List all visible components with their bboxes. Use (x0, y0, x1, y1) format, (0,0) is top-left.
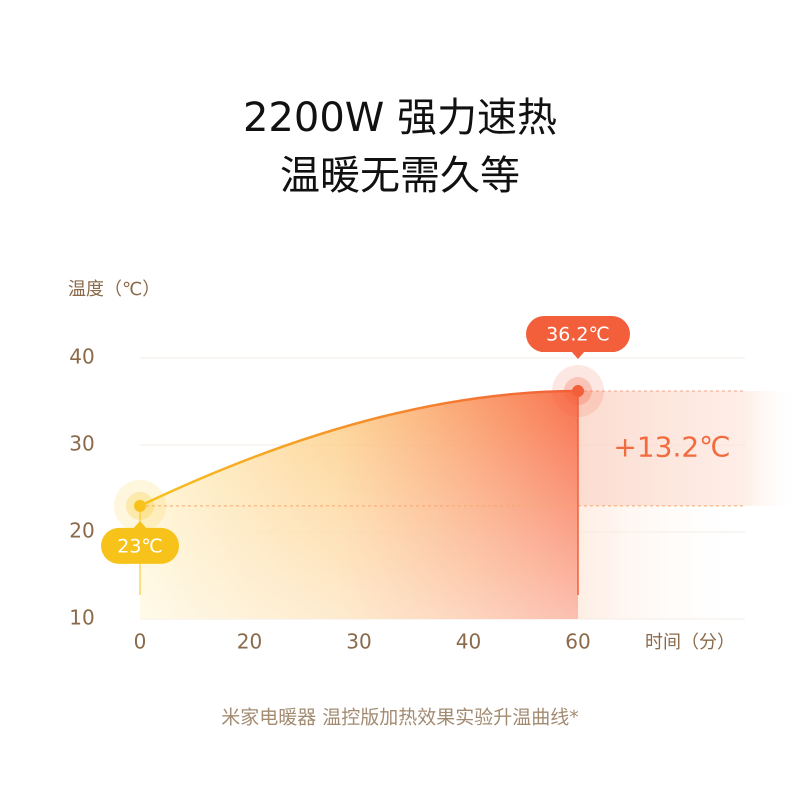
y-axis-label: 温度（℃） (68, 279, 160, 300)
y-tick-label: 30 (69, 432, 94, 456)
x-tick-label: 20 (237, 630, 262, 654)
x-tick-label: 60 (565, 630, 590, 654)
value-label-text: 36.2℃ (546, 324, 610, 346)
value-label: 23℃ (101, 520, 179, 564)
point (134, 499, 146, 512)
x-tick-label: 30 (346, 630, 371, 654)
annotation: +13.2℃ (613, 430, 730, 463)
label-bubble (526, 316, 630, 353)
low-band (578, 505, 745, 619)
area-fade (140, 391, 578, 619)
footnote: 米家电暖器 温控版加热效果实验升温曲线* (221, 707, 579, 729)
value-label: 36.2℃ (526, 316, 630, 360)
point (572, 385, 584, 398)
rise-band (578, 391, 800, 506)
x-axis-label: 时间（分） (645, 632, 735, 653)
value-label-text: 23℃ (117, 535, 163, 557)
label-pointer (133, 520, 147, 529)
chart-title: 2200W 强力速热 (243, 95, 557, 141)
x-tick-label: 0 (134, 630, 147, 654)
line (139, 389, 579, 508)
label-pointer (571, 351, 585, 360)
y-tick-label: 10 (69, 606, 94, 630)
label-bubble (101, 527, 179, 564)
y-tick-label: 20 (69, 519, 94, 543)
x-tick-label: 40 (456, 630, 481, 654)
y-tick-label: 40 (69, 345, 94, 369)
chart-title: 温暖无需久等 (280, 153, 520, 199)
